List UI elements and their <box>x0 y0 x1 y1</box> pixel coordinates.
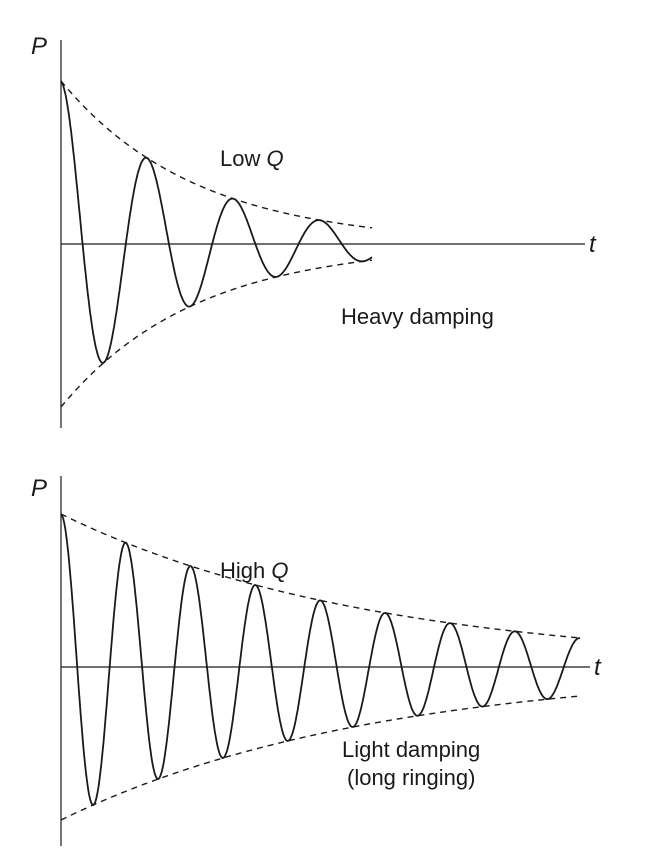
damping-label-line2: (long ringing) <box>347 765 475 790</box>
p-axis-label: P <box>31 33 47 60</box>
q-label-prefix: Low <box>220 146 266 171</box>
damping-label: Light damping <box>342 737 480 762</box>
q-label: High Q <box>220 558 288 583</box>
oscillation-curve <box>60 513 581 807</box>
oscillation-curve <box>60 80 373 364</box>
q-label: Low Q <box>220 146 284 171</box>
t-axis-label: t <box>594 654 602 681</box>
panel-high-q: P t High Q Light damping (long ringing) <box>31 475 602 846</box>
lower-envelope-curve <box>60 259 373 408</box>
damping-label: Heavy damping <box>341 304 494 329</box>
lower-envelope-curve <box>60 695 581 821</box>
q-label-prefix: High <box>220 558 271 583</box>
t-axis-label: t <box>589 231 597 258</box>
panel-low-q: P t Low Q Heavy damping <box>31 33 597 428</box>
q-symbol: Q <box>266 146 283 171</box>
upper-envelope-curve <box>60 513 581 639</box>
upper-envelope-curve <box>60 80 373 229</box>
q-symbol: Q <box>271 558 288 583</box>
p-axis-label: P <box>31 475 47 502</box>
